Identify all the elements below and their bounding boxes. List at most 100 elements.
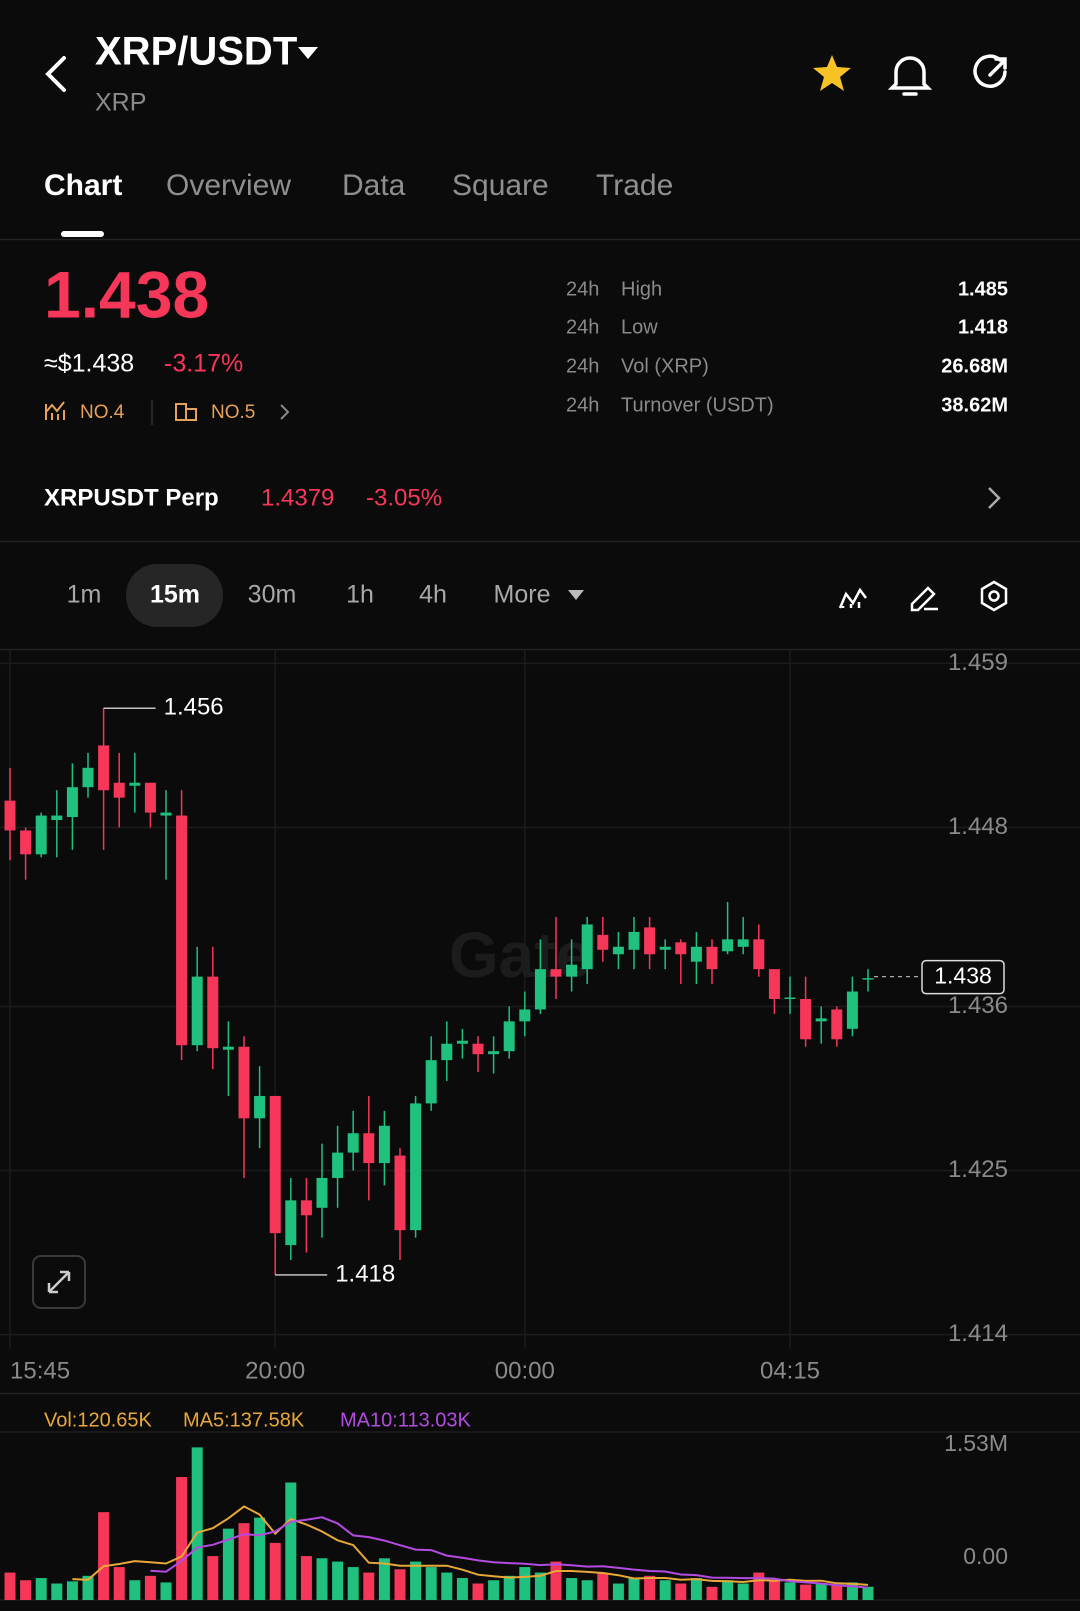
candle-body xyxy=(144,782,156,813)
candle-body xyxy=(332,1152,344,1178)
tab[interactable]: Data xyxy=(342,169,406,202)
tab[interactable]: Trade xyxy=(596,169,673,202)
volume-bar xyxy=(144,1575,156,1600)
perp-name[interactable]: XRPUSDT Perp xyxy=(44,484,219,511)
candle-body xyxy=(472,1043,484,1055)
stat-period: 24h xyxy=(566,355,599,377)
chevron[interactable] xyxy=(988,487,1001,509)
draw-icon[interactable] xyxy=(910,586,938,612)
interval[interactable]: 4h xyxy=(419,581,447,609)
last-price-label: 1.438 xyxy=(934,963,992,989)
candle-body xyxy=(441,1043,453,1061)
candle-body xyxy=(269,1095,281,1234)
y-tick-label: 1.53M xyxy=(944,1430,1008,1456)
volume-bar xyxy=(815,1583,827,1600)
indicator-icon[interactable] xyxy=(838,587,867,609)
interval[interactable]: More xyxy=(494,581,551,609)
pair-title[interactable]: XRP/USDT xyxy=(95,30,297,74)
perp-price: 1.4379 xyxy=(261,484,334,511)
legend-entry: MA5:137.58K xyxy=(183,1409,305,1431)
tab[interactable]: Overview xyxy=(166,169,291,202)
tab[interactable]: Chart xyxy=(44,169,122,202)
rank-icon xyxy=(45,401,65,420)
volume-bar xyxy=(503,1575,515,1600)
stat-label: Low xyxy=(621,316,658,338)
volume-bar xyxy=(254,1517,266,1600)
pair-caret[interactable] xyxy=(298,47,318,59)
volume-bar xyxy=(706,1586,718,1600)
expand-button[interactable] xyxy=(32,1255,86,1309)
candle-body xyxy=(690,946,702,962)
settings-icon[interactable] xyxy=(980,580,1008,612)
volume-bar xyxy=(690,1578,702,1600)
legend-entry: MA10:113.03K xyxy=(340,1409,471,1431)
candle-body xyxy=(519,1009,531,1022)
candle-body xyxy=(534,969,546,1010)
more-caret[interactable] xyxy=(568,590,584,600)
interval[interactable]: 15m xyxy=(150,581,200,609)
candle-body xyxy=(160,812,172,816)
alert-icon[interactable] xyxy=(887,56,933,96)
favorite-icon[interactable] xyxy=(813,55,851,91)
last-price-box xyxy=(921,959,1005,995)
candle-body xyxy=(550,969,562,977)
expand-icon xyxy=(47,1270,71,1294)
volume-bar xyxy=(113,1567,125,1600)
volume-bar xyxy=(238,1523,250,1600)
y-tick-label: 1.459 xyxy=(948,649,1008,676)
rank-2[interactable]: NO.5 xyxy=(211,402,255,423)
candle-body xyxy=(581,924,593,970)
volume-bar xyxy=(753,1572,765,1600)
candle-body xyxy=(410,1103,422,1231)
volume-bar xyxy=(784,1582,796,1600)
stat-label: High xyxy=(621,278,662,300)
candle-body xyxy=(394,1155,406,1231)
candle-body xyxy=(862,978,874,980)
volume-bar xyxy=(862,1586,874,1600)
back-button[interactable] xyxy=(45,56,66,92)
chevron[interactable] xyxy=(280,404,290,420)
candle-body xyxy=(363,1133,375,1164)
low-label: 1.418 xyxy=(335,1260,395,1287)
stat-label: Vol (XRP) xyxy=(621,355,709,377)
tab[interactable]: Square xyxy=(452,169,549,202)
candle-body xyxy=(612,946,624,955)
candle-body xyxy=(222,1046,234,1050)
perp-change: -3.05% xyxy=(366,484,442,511)
y-tick-label: 0.00 xyxy=(963,1543,1008,1569)
volume-bar xyxy=(98,1512,110,1600)
candle-body xyxy=(285,1200,297,1246)
volume-bar xyxy=(659,1580,671,1600)
candle-body xyxy=(800,999,812,1040)
volume-bar xyxy=(675,1583,687,1600)
volume-bar xyxy=(425,1567,437,1600)
volume-bar xyxy=(129,1580,141,1600)
candle-body xyxy=(815,1018,827,1022)
candle-body xyxy=(753,939,765,970)
volume-bar xyxy=(831,1585,843,1600)
volume-bar xyxy=(82,1575,94,1600)
stat-value: 26.68M xyxy=(941,355,1008,377)
candle-body xyxy=(51,815,63,821)
rank-1[interactable]: NO.4 xyxy=(80,402,125,423)
volume-plot: Vol:120.65K MA5:137.58K MA10:113.03K 0.00 1.… xyxy=(0,1409,1080,1601)
volume-bar xyxy=(737,1583,749,1600)
y-tick-label: 1.425 xyxy=(948,1156,1008,1183)
candle-body xyxy=(316,1177,328,1208)
last-price: 1.438 xyxy=(44,257,209,331)
interval[interactable]: 1h xyxy=(346,581,374,609)
share-icon[interactable] xyxy=(973,54,1007,88)
interval[interactable]: 30m xyxy=(248,581,297,609)
y-tick-label: 1.414 xyxy=(948,1320,1008,1347)
ma-line xyxy=(72,1505,869,1586)
candle-body xyxy=(456,1040,468,1044)
volume-bar xyxy=(207,1556,219,1600)
tab-underline xyxy=(61,231,104,237)
volume-bar xyxy=(534,1572,546,1600)
candle-body xyxy=(488,1051,500,1055)
interval[interactable]: 1m xyxy=(67,581,102,609)
volume-bar xyxy=(269,1542,281,1600)
candle-body xyxy=(675,942,687,955)
price-plot: 15:45 20:00 00:00 04:15 1.414 1.425 1.436 1.448… xyxy=(0,649,1080,1384)
